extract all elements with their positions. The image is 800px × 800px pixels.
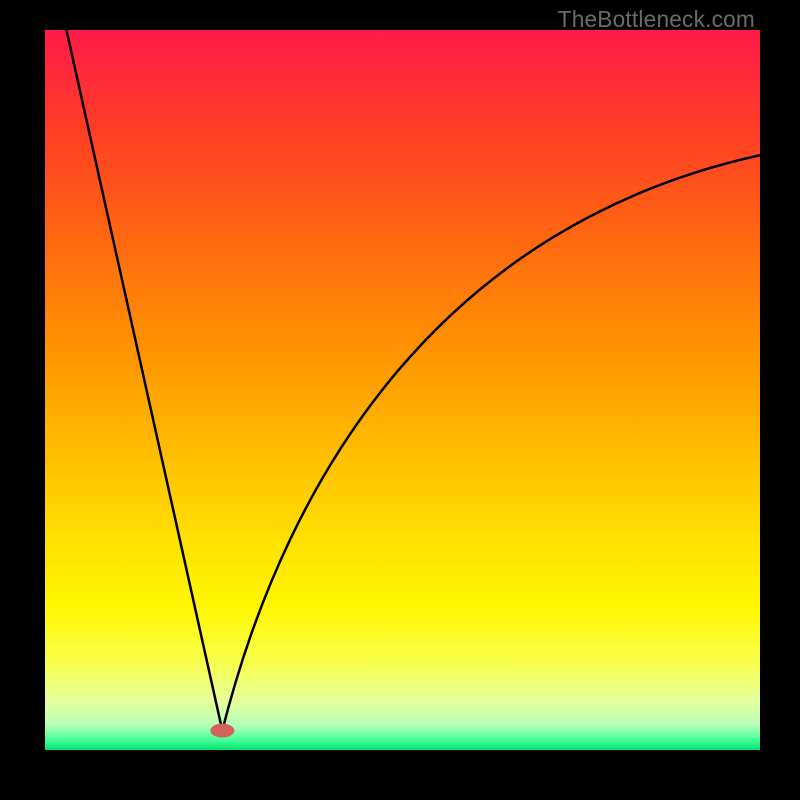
chart-svg [45, 30, 760, 750]
chart-background [45, 30, 760, 750]
minimum-marker [210, 724, 234, 738]
chart-plot-area [45, 30, 760, 750]
watermark-text: TheBottleneck.com [558, 6, 755, 33]
